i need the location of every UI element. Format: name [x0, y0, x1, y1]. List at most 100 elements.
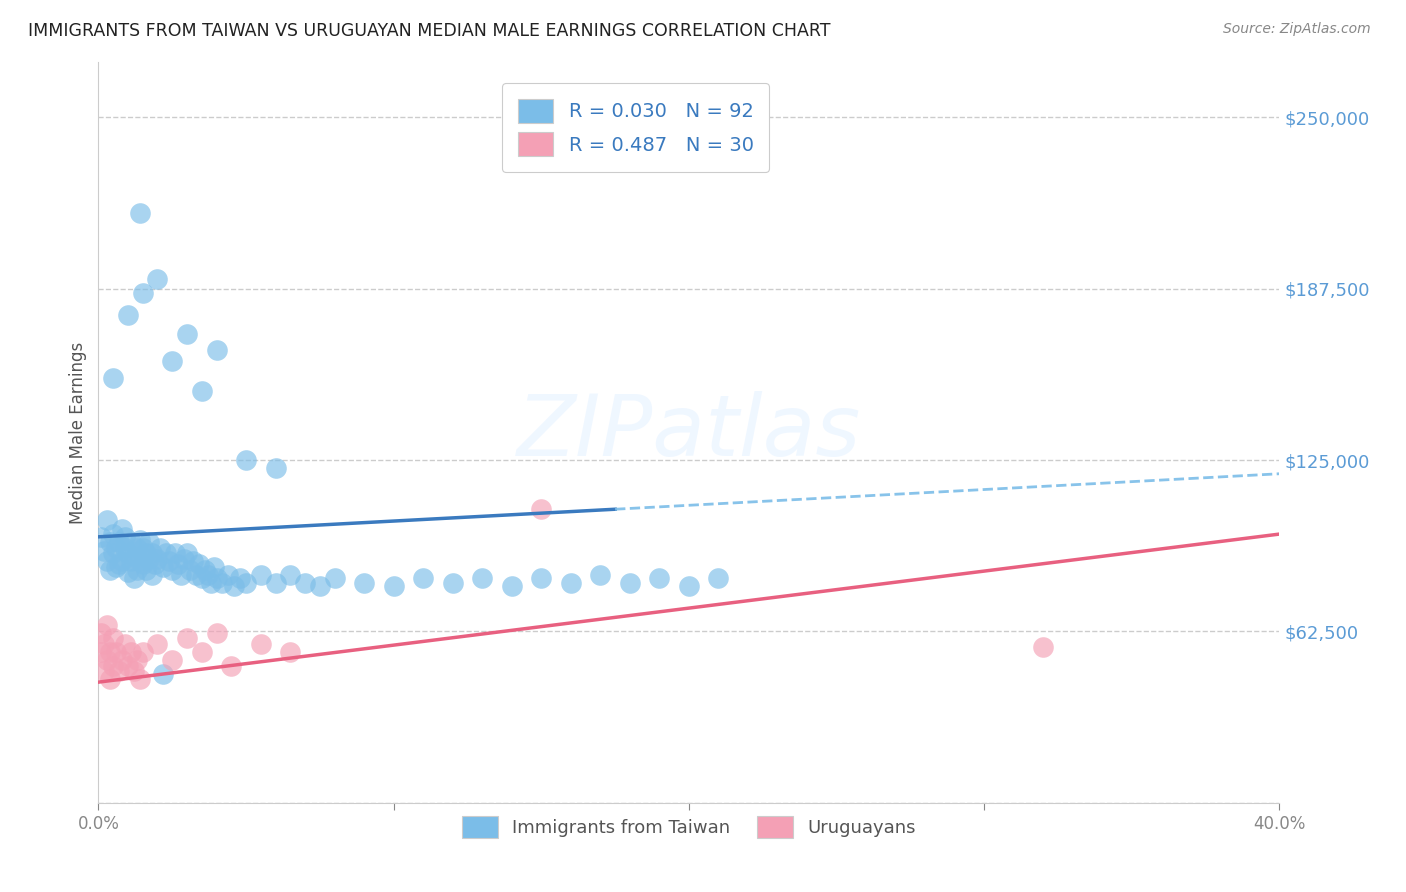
Point: [205, 343, 228, 358]
Point: [264, 576, 287, 591]
Point: [181, 554, 204, 568]
Point: [146, 272, 169, 286]
Point: [235, 453, 257, 467]
Point: [589, 568, 612, 582]
Point: [132, 558, 155, 572]
Point: [93, 637, 115, 651]
Point: [120, 535, 142, 549]
Point: [122, 549, 145, 563]
Point: [149, 541, 172, 555]
Point: [176, 632, 198, 646]
Point: [98, 673, 121, 687]
Point: [179, 563, 201, 577]
Point: [128, 554, 150, 568]
Point: [120, 645, 142, 659]
Point: [191, 571, 214, 585]
Point: [323, 571, 346, 585]
Point: [280, 568, 302, 582]
Point: [155, 546, 177, 560]
Point: [141, 568, 163, 582]
Point: [90, 625, 112, 640]
Text: Source: ZipAtlas.com: Source: ZipAtlas.com: [1223, 22, 1371, 37]
Point: [105, 560, 128, 574]
Point: [138, 551, 160, 566]
Point: [162, 563, 183, 577]
Point: [191, 384, 214, 399]
Point: [165, 546, 187, 560]
Point: [229, 571, 252, 585]
Point: [120, 554, 142, 568]
Point: [187, 558, 209, 572]
Point: [1032, 640, 1054, 654]
Point: [111, 653, 134, 667]
Point: [200, 576, 222, 591]
Point: [138, 535, 160, 549]
Point: [117, 658, 139, 673]
Point: [132, 541, 155, 555]
Point: [152, 667, 174, 681]
Point: [280, 645, 302, 659]
Point: [678, 579, 700, 593]
Y-axis label: Median Male Earnings: Median Male Earnings: [69, 342, 87, 524]
Point: [264, 461, 287, 475]
Point: [114, 530, 136, 544]
Point: [619, 576, 641, 591]
Point: [111, 522, 134, 536]
Point: [412, 571, 434, 585]
Point: [176, 326, 198, 341]
Point: [103, 546, 125, 560]
Point: [309, 579, 332, 593]
Point: [105, 645, 128, 659]
Point: [125, 541, 148, 555]
Point: [221, 658, 243, 673]
Point: [96, 653, 118, 667]
Point: [135, 546, 157, 560]
Point: [202, 560, 225, 574]
Point: [103, 371, 125, 385]
Text: IMMIGRANTS FROM TAIWAN VS URUGUAYAN MEDIAN MALE EARNINGS CORRELATION CHART: IMMIGRANTS FROM TAIWAN VS URUGUAYAN MEDI…: [28, 22, 831, 40]
Point: [235, 576, 257, 591]
Point: [125, 653, 148, 667]
Point: [128, 673, 150, 687]
Point: [194, 563, 217, 577]
Point: [162, 354, 183, 368]
Point: [108, 535, 131, 549]
Point: [205, 571, 228, 585]
Point: [176, 546, 198, 560]
Point: [98, 645, 121, 659]
Point: [197, 568, 219, 582]
Point: [141, 546, 163, 560]
Point: [128, 206, 150, 220]
Point: [173, 551, 195, 566]
Point: [98, 563, 121, 577]
Point: [90, 645, 112, 659]
Point: [93, 543, 115, 558]
Point: [167, 558, 190, 572]
Point: [146, 637, 169, 651]
Point: [170, 568, 193, 582]
Point: [122, 664, 145, 678]
Point: [103, 527, 125, 541]
Point: [205, 625, 228, 640]
Point: [125, 563, 148, 577]
Point: [143, 558, 166, 572]
Point: [501, 579, 523, 593]
Point: [132, 645, 155, 659]
Point: [135, 563, 157, 577]
Point: [111, 554, 134, 568]
Point: [211, 576, 233, 591]
Point: [560, 576, 582, 591]
Point: [96, 554, 118, 568]
Point: [132, 285, 155, 300]
Point: [152, 560, 174, 574]
Point: [471, 571, 494, 585]
Point: [122, 571, 145, 585]
Point: [108, 558, 131, 572]
Point: [217, 568, 239, 582]
Point: [648, 571, 671, 585]
Text: ZIPatlas: ZIPatlas: [517, 391, 860, 475]
Point: [294, 576, 316, 591]
Point: [146, 551, 169, 566]
Point: [707, 571, 730, 585]
Point: [96, 513, 118, 527]
